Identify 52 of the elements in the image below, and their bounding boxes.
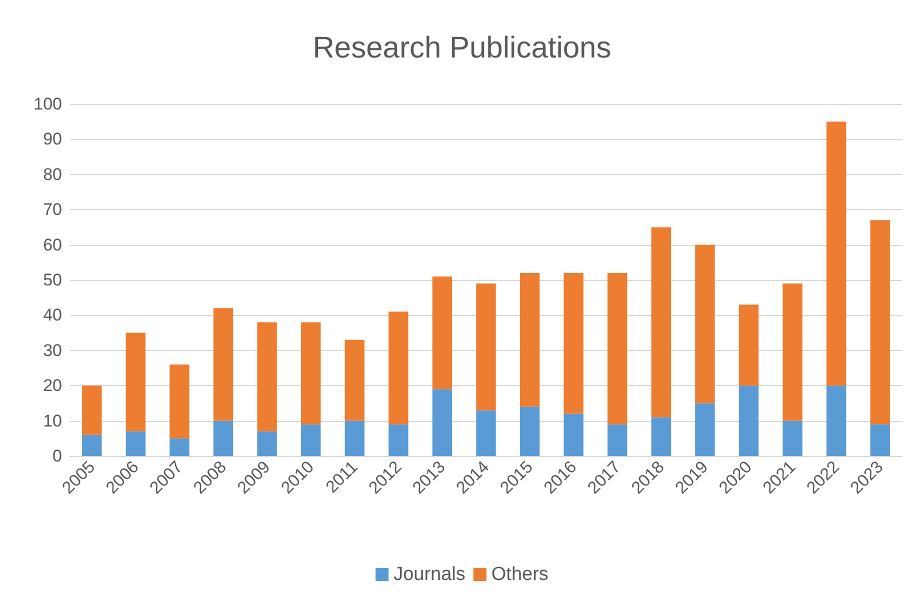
y-tick-label: 30 (43, 340, 62, 360)
legend-label: Others (491, 564, 548, 585)
bar (257, 431, 277, 456)
y-tick-label: 40 (43, 306, 62, 325)
bar (213, 420, 234, 456)
bar (564, 414, 584, 456)
bar (170, 364, 190, 438)
bar (476, 284, 496, 410)
bar (344, 340, 364, 421)
bar (826, 386, 846, 456)
bar (476, 410, 496, 456)
bar (257, 322, 277, 432)
y-tick-label: 90 (43, 130, 62, 149)
bar (695, 403, 715, 456)
y-tick-label: 80 (43, 164, 62, 184)
y-tick-label: 60 (43, 235, 62, 254)
bar (520, 406, 540, 456)
bar (870, 424, 890, 456)
bar (738, 304, 759, 386)
bar (520, 272, 540, 407)
bar (738, 386, 759, 456)
bar (826, 122, 846, 386)
bar (651, 417, 672, 456)
y-tick-label: 20 (43, 376, 62, 396)
legend-label: Journals (394, 564, 466, 585)
chart-title: Research Publications (312, 32, 612, 64)
bar (782, 284, 802, 421)
bar (126, 332, 146, 432)
bar (432, 389, 452, 456)
y-tick-label: 50 (43, 270, 62, 290)
bar (388, 312, 408, 424)
bar (170, 438, 190, 456)
bar (651, 227, 672, 418)
bar (608, 272, 628, 424)
bar (344, 420, 364, 456)
bar (388, 424, 408, 456)
bar (213, 308, 234, 421)
bar (608, 424, 628, 456)
y-tick-label: 100 (34, 94, 62, 114)
y-tick-label: 70 (43, 200, 62, 220)
bar (82, 434, 102, 456)
bar (300, 424, 321, 456)
y-tick-label: 10 (43, 411, 62, 430)
y-tick-label: 0 (52, 446, 62, 466)
bar (300, 322, 321, 424)
bar (782, 420, 802, 456)
bar (126, 431, 146, 456)
bar (432, 276, 452, 390)
bar (82, 386, 102, 435)
bar (870, 220, 890, 424)
bar (564, 272, 584, 414)
bar (695, 244, 715, 404)
